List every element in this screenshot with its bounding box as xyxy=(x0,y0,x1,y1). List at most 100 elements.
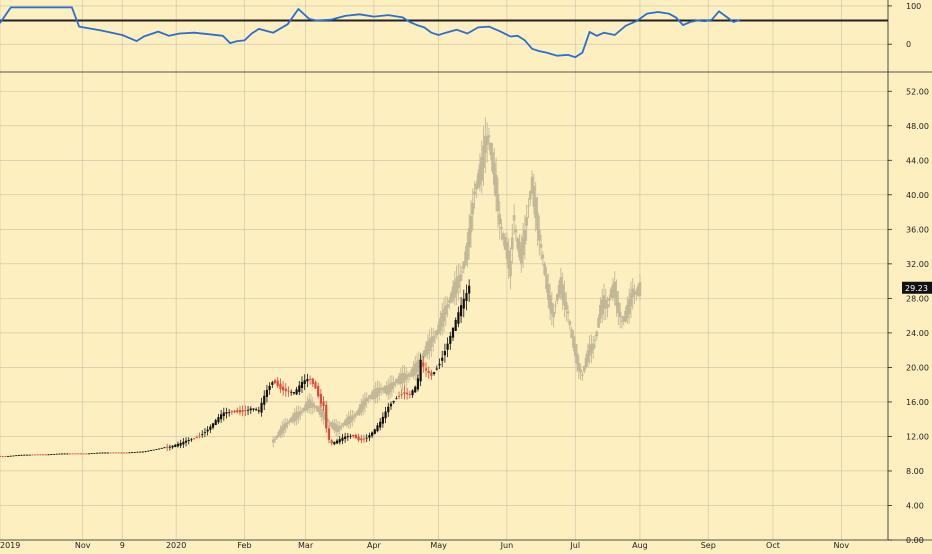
candle-body[interactable] xyxy=(416,378,420,390)
candle-body[interactable] xyxy=(66,453,69,455)
candle-body[interactable] xyxy=(360,438,363,441)
candle-body[interactable] xyxy=(230,411,233,413)
candle-body[interactable] xyxy=(411,390,414,396)
candle-body[interactable] xyxy=(300,381,304,389)
candle-body[interactable] xyxy=(303,380,306,384)
candle-body[interactable] xyxy=(424,368,428,371)
candle-body[interactable] xyxy=(263,395,266,405)
candle-body[interactable] xyxy=(276,380,279,387)
candle-body[interactable] xyxy=(163,447,166,449)
candle-body[interactable] xyxy=(28,454,31,456)
candle-body[interactable] xyxy=(44,454,47,456)
candle-body[interactable] xyxy=(149,450,153,452)
candle-body[interactable] xyxy=(114,452,118,454)
candle-body[interactable] xyxy=(389,403,393,407)
candle-body[interactable] xyxy=(133,452,136,453)
candle-body[interactable] xyxy=(31,454,34,456)
candle-body[interactable] xyxy=(33,454,37,456)
candle-body[interactable] xyxy=(174,444,177,447)
candle-body[interactable] xyxy=(201,434,204,436)
candle-body[interactable] xyxy=(357,436,360,441)
candle-body[interactable] xyxy=(395,398,398,400)
candle-body[interactable] xyxy=(222,412,225,417)
candle-body[interactable] xyxy=(400,393,403,395)
candle-body[interactable] xyxy=(252,408,255,410)
candle-body[interactable] xyxy=(298,385,301,393)
candle-body[interactable] xyxy=(101,452,104,454)
candle-body[interactable] xyxy=(438,363,441,366)
candle-body[interactable] xyxy=(344,436,347,439)
candle-body[interactable] xyxy=(52,454,56,455)
candle-body[interactable] xyxy=(257,410,260,412)
candle-body[interactable] xyxy=(195,437,198,438)
candle-body[interactable] xyxy=(449,335,452,344)
candle-body[interactable] xyxy=(104,452,107,454)
candle-body[interactable] xyxy=(55,453,58,455)
candle-body[interactable] xyxy=(330,440,333,444)
candle-body[interactable] xyxy=(23,454,26,456)
candle-body[interactable] xyxy=(238,410,242,413)
candle-body[interactable] xyxy=(373,429,376,434)
candle-body[interactable] xyxy=(220,414,223,420)
candle-body[interactable] xyxy=(179,442,182,446)
candle-body[interactable] xyxy=(392,400,395,403)
candle-body[interactable] xyxy=(184,440,188,443)
candle-body[interactable] xyxy=(422,362,425,367)
oscillator-pane[interactable] xyxy=(0,6,888,59)
candle-body[interactable] xyxy=(60,453,64,455)
candle-body[interactable] xyxy=(319,393,322,404)
candle-body[interactable] xyxy=(157,448,161,450)
candle-body[interactable] xyxy=(144,451,147,453)
candle-body[interactable] xyxy=(15,455,18,457)
candle-body[interactable] xyxy=(381,416,384,424)
candle-body[interactable] xyxy=(246,409,250,411)
candle-body[interactable] xyxy=(0,455,2,457)
candle-body[interactable] xyxy=(279,383,282,390)
candle-body[interactable] xyxy=(271,382,274,385)
candle-body[interactable] xyxy=(433,372,436,375)
candle-body[interactable] xyxy=(306,379,309,382)
candle-body[interactable] xyxy=(457,312,460,324)
candle-body[interactable] xyxy=(85,453,88,455)
candle-body[interactable] xyxy=(454,319,457,331)
candle-body[interactable] xyxy=(90,453,93,455)
candle-body[interactable] xyxy=(160,448,163,449)
candle-body[interactable] xyxy=(117,452,120,454)
candle-body[interactable] xyxy=(260,402,263,413)
candle-body[interactable] xyxy=(109,452,112,454)
candle-body[interactable] xyxy=(236,410,239,413)
candle-body[interactable] xyxy=(325,404,328,429)
candle-body[interactable] xyxy=(63,453,66,455)
candle-body[interactable] xyxy=(190,439,193,441)
candle-body[interactable] xyxy=(139,451,142,453)
candle-body[interactable] xyxy=(122,452,126,454)
candle-body[interactable] xyxy=(95,452,99,454)
candle-body[interactable] xyxy=(6,456,10,457)
candle-body[interactable] xyxy=(414,386,417,393)
candle-body[interactable] xyxy=(255,409,258,411)
candle-body[interactable] xyxy=(346,436,349,438)
candle-body[interactable] xyxy=(166,446,169,448)
candle-body[interactable] xyxy=(397,395,401,397)
candle-body[interactable] xyxy=(376,425,379,432)
candle-body[interactable] xyxy=(171,445,174,448)
candle-body[interactable] xyxy=(468,285,471,294)
candle-body[interactable] xyxy=(311,378,314,385)
candle-body[interactable] xyxy=(406,392,409,395)
candle-body[interactable] xyxy=(435,368,438,370)
candle-body[interactable] xyxy=(465,293,468,301)
candle-body[interactable] xyxy=(206,429,209,432)
candle-body[interactable] xyxy=(98,452,101,454)
candle-body[interactable] xyxy=(368,435,371,438)
candle-body[interactable] xyxy=(228,412,231,413)
candle-body[interactable] xyxy=(314,382,317,389)
candle-body[interactable] xyxy=(4,456,7,458)
candle-body[interactable] xyxy=(387,406,390,413)
candle-body[interactable] xyxy=(82,453,85,455)
candle-body[interactable] xyxy=(233,410,236,413)
candle-body[interactable] xyxy=(284,388,287,392)
candle-body[interactable] xyxy=(384,411,387,419)
candle-body[interactable] xyxy=(362,438,366,440)
candle-body[interactable] xyxy=(147,450,150,452)
candle-body[interactable] xyxy=(335,440,339,444)
